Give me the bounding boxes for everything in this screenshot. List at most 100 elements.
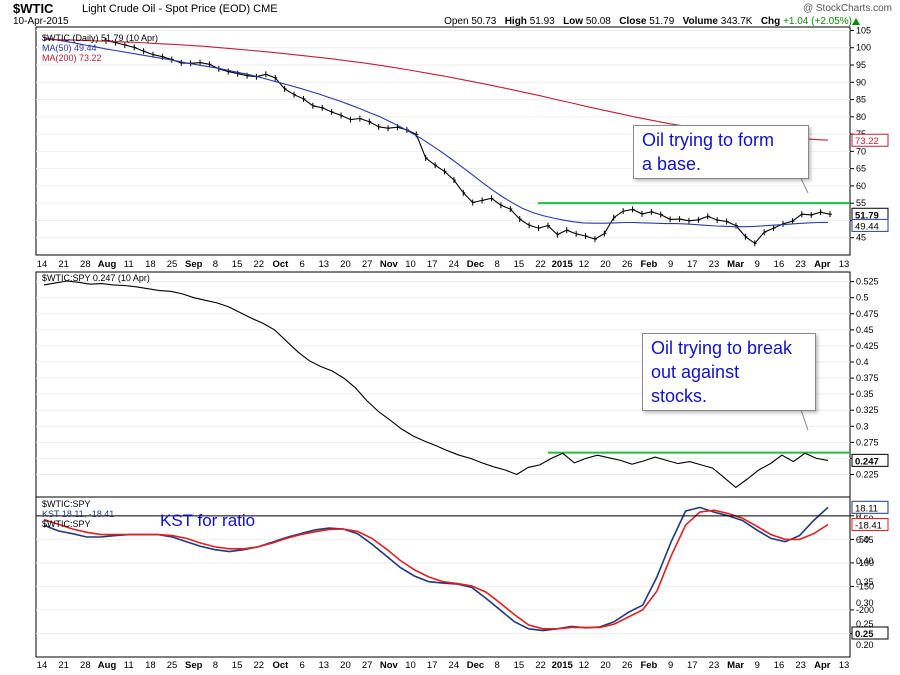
- y-tick-label: 65: [856, 164, 866, 174]
- y-tick-label: 0.425: [856, 341, 879, 351]
- change-value: +1.04 (+2.05%): [783, 16, 852, 27]
- y-tick-right-label: 0.40: [856, 556, 874, 566]
- value-tag-box: [851, 453, 889, 467]
- x-axis-bottom-tick-label: Apr: [814, 660, 831, 671]
- x-axis-top-tick-label: 24: [449, 259, 460, 270]
- y-tick-label: 0.325: [856, 405, 879, 415]
- x-axis-bottom-tick-label: 15: [514, 660, 525, 671]
- legend-ratio: $WTIC:SPY 0.247 (10 Apr): [42, 273, 150, 283]
- x-axis-top-tick-label: 23: [709, 259, 720, 270]
- panel-frame-1: [35, 26, 851, 256]
- x-axis-bottom-tick-label: 28: [80, 660, 91, 671]
- x-axis-bottom-tick-label: 27: [362, 660, 373, 671]
- x-axis-bottom-tick-label: 9: [755, 660, 760, 671]
- y-tick-right-label: 0.25: [856, 619, 874, 629]
- open-value: 50.73: [471, 16, 497, 27]
- y-tick-label: 0: [856, 511, 861, 521]
- legend-ma50: MA(50) 49.44: [42, 43, 97, 53]
- y-tick-label: 0.3: [856, 421, 869, 431]
- x-axis-bottom-tick-label: 21: [58, 660, 69, 671]
- x-axis-top-tick-label: 12: [579, 259, 590, 270]
- x-axis-bottom-tick-label: 23: [795, 660, 806, 671]
- annotation-kst: KST for ratio: [160, 511, 256, 530]
- legend-kst: KST 18.11, -18.41: [42, 509, 115, 519]
- volume-value: 343.7K: [720, 16, 753, 27]
- value-tag: 51.79: [855, 210, 879, 221]
- y-tick-label: 95: [856, 60, 866, 70]
- x-axis-top-tick-label: 13: [839, 259, 850, 270]
- value-tag: 49.44: [855, 221, 879, 232]
- copyright-link[interactable]: @ StockCharts.com: [802, 3, 892, 14]
- x-axis-bottom-tick-label: 16: [774, 660, 785, 671]
- x-axis-bottom-tick-label: 8: [495, 660, 500, 671]
- y-tick-label: 90: [856, 77, 866, 87]
- x-axis-top-tick-label: 15: [232, 259, 243, 270]
- x-axis-bottom-tick-label: 11: [124, 660, 134, 671]
- value-tag-box: [851, 133, 889, 147]
- x-axis-bottom-tick-label: 17: [687, 660, 698, 671]
- x-axis-bottom-tick-label: Feb: [640, 660, 657, 671]
- low-value: 50.08: [585, 16, 611, 27]
- x-axis-bottom-tick-label: 26: [622, 660, 633, 671]
- x-axis-top-tick-label: 9: [755, 259, 760, 270]
- x-axis-top-tick-label: 17: [427, 259, 438, 270]
- y-tick-label: 85: [856, 95, 866, 105]
- symbol-title: $WTIC: [13, 1, 54, 16]
- x-axis-bottom-tick-label: 20: [340, 660, 351, 671]
- series-line-kst-signal: [43, 509, 829, 630]
- x-axis-bottom-tick-label: Sep: [185, 660, 203, 671]
- series-line--wtic-daily-: [105, 40, 831, 245]
- y-tick-label: 0.475: [856, 309, 879, 319]
- y-tick-label: 0.5: [856, 293, 869, 303]
- legend-panel1: $WTIC (Daily) 51.79 (10 Apr) MA(50) 49.4…: [42, 33, 158, 63]
- value-tag: 73.22: [855, 136, 879, 147]
- x-axis-bottom-tick-label: 25: [167, 660, 178, 671]
- y-tick-label: 60: [856, 181, 866, 191]
- x-axis-top-tick-label: Oct: [273, 259, 290, 270]
- x-axis-top-tick-label: 20: [340, 259, 351, 270]
- x-axis-top-tick-label: 27: [362, 259, 373, 270]
- x-axis-bottom-tick-label: 23: [709, 660, 720, 671]
- x-axis-top-tick-label: 13: [318, 259, 329, 270]
- y-tick-label: 0.4: [856, 357, 869, 367]
- y-tick-label: 105: [856, 25, 871, 35]
- value-tag: 0.25: [855, 629, 874, 640]
- x-axis-bottom-tick-label: 9: [668, 660, 673, 671]
- legend-ma200: MA(200) 73.22: [42, 53, 102, 63]
- y-tick-right-label: 0.45: [856, 535, 874, 545]
- x-axis-top-tick-label: Sep: [185, 259, 203, 270]
- ohlc-readout: Open 50.73 High 51.93 Low 50.08 Close 51…: [444, 16, 852, 27]
- y-tick-label: 100: [856, 43, 871, 53]
- x-axis-bottom-tick-label: Oct: [273, 660, 290, 671]
- x-axis-top-tick-label: 8: [213, 259, 218, 270]
- x-axis-top-tick-label: 22: [253, 259, 264, 270]
- chart-header: $WTIC Light Crude Oil - Spot Price (EOD)…: [0, 0, 900, 28]
- y-tick-right-label: 0.35: [856, 577, 874, 587]
- legend-price: $WTIC (Daily) 51.79 (10 Apr): [42, 33, 159, 43]
- x-axis-top-tick-label: 17: [687, 259, 698, 270]
- y-tick-label: 80: [856, 112, 866, 122]
- close-value: 51.79: [649, 16, 675, 27]
- x-axis-bottom-tick-label: Dec: [467, 660, 484, 671]
- x-axis-top-tick-label: Dec: [467, 259, 484, 270]
- y-tick-label: 0.35: [856, 389, 874, 399]
- series-line--wtic-spy: [43, 280, 829, 489]
- x-axis-top-tick-label: 2015: [552, 259, 574, 270]
- y-tick-label: 0.525: [856, 277, 879, 287]
- x-axis-bottom-tick-label: 8: [213, 660, 218, 671]
- y-tick-label: -50: [856, 534, 869, 544]
- y-tick-label: 0.45: [856, 325, 874, 335]
- value-tag: 18.11: [855, 503, 878, 514]
- x-axis-bottom-tick-label: 12: [579, 660, 590, 671]
- x-axis-bottom-tick-label: Aug: [98, 660, 117, 671]
- legend-kst-ratio: $WTIC:SPY: [42, 499, 91, 509]
- x-axis-top-tick-label: Aug: [98, 259, 117, 270]
- y-tick-label: -150: [856, 581, 874, 591]
- value-tag-box: [851, 218, 889, 232]
- annotation-base: Oil trying to form a base.: [633, 125, 809, 179]
- x-axis-bottom-tick-label: 14: [37, 660, 48, 671]
- panel-frame-3: [35, 496, 851, 658]
- x-axis-top-tick-label: Feb: [640, 259, 657, 270]
- x-axis-bottom-tick-label: 13: [839, 660, 850, 671]
- x-axis-bottom-tick-label: 24: [449, 660, 460, 671]
